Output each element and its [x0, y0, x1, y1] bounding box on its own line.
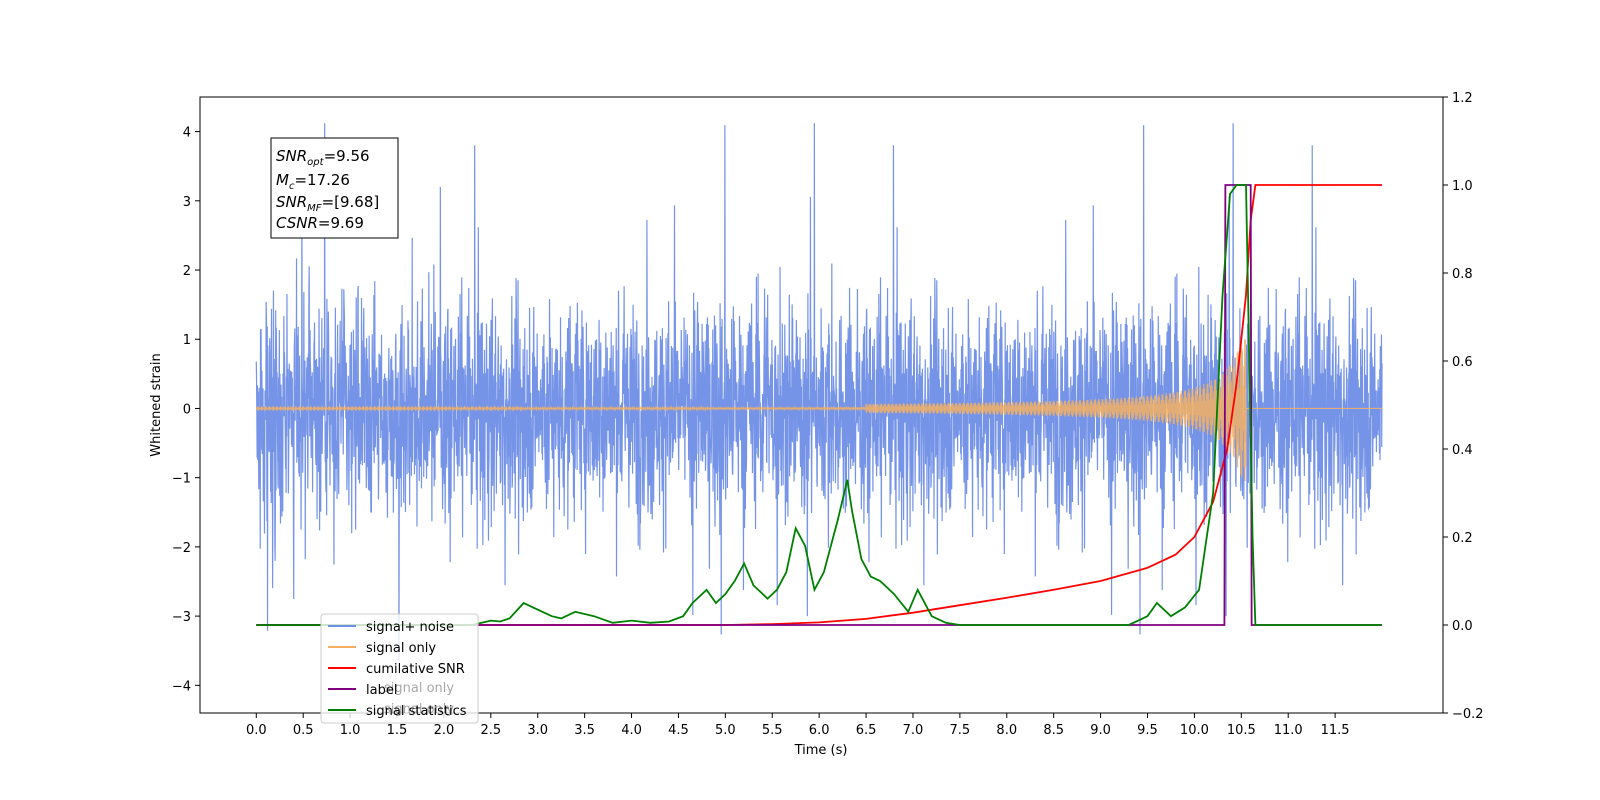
- x-tick-label: 1.0: [340, 723, 361, 738]
- x-tick-label: 10.0: [1180, 723, 1209, 738]
- legend-label-label: label: [366, 683, 397, 698]
- plot-frame: [199, 96, 1444, 714]
- x-tick-label: 6.0: [809, 723, 830, 738]
- y-tick-label: −4: [172, 679, 191, 694]
- legend-ghost-label: signal only: [384, 681, 454, 696]
- y2-tick-label: 0.6: [1452, 355, 1473, 370]
- x-tick-label: 7.0: [903, 723, 924, 738]
- y2-tick-label: −0.2: [1452, 707, 1484, 722]
- x-tick-label: 8.5: [1043, 723, 1064, 738]
- legend-label-signal-noise: signal+ noise: [366, 620, 454, 635]
- legend-label-signal-only: signal only: [366, 641, 436, 656]
- y2-tick-label: 0.2: [1452, 531, 1473, 546]
- x-tick-label: 0.5: [293, 723, 314, 738]
- series-cumulative-snr: [256, 184, 1383, 626]
- y2-tick-label: 1.2: [1452, 91, 1473, 106]
- plot-area: [255, 123, 1383, 662]
- y-tick-label: 0: [183, 402, 191, 417]
- legend-label-cumulative-snr: cumilative SNR: [366, 662, 465, 677]
- mc-annotation: Mc=17.26: [276, 171, 350, 192]
- snr-opt-annotation: SNRopt=9.56: [276, 147, 370, 168]
- axes: 0.0 0.5 1.0 1.5 2.0 2.5 3.0 3.5 4.0 4.5 5.0 5.5 6.0 6…: [172, 91, 1484, 738]
- y-tick-label: −3: [172, 610, 191, 625]
- legend-ghost-label: signal only: [384, 702, 454, 717]
- x-tick-label: 4.5: [668, 723, 689, 738]
- y-tick-label: 1: [183, 333, 191, 348]
- y-tick-label: −2: [172, 541, 191, 556]
- legend-label-signal-statistics: signal statistics: [366, 704, 467, 719]
- x-tick-label: 3.5: [574, 723, 595, 738]
- x-tick-label: 9.5: [1137, 723, 1158, 738]
- y-tick-label: 2: [183, 264, 191, 279]
- y2-tick-label: 0.8: [1452, 267, 1473, 282]
- x-tick-label: 4.0: [621, 723, 642, 738]
- x-tick-label: 10.5: [1227, 723, 1256, 738]
- x-tick-label: 0.0: [246, 723, 267, 738]
- x-tick-label: 5.5: [762, 723, 783, 738]
- legend: signal only signal only signal+ noise si…: [320, 613, 479, 724]
- series-signal-only: [255, 337, 1383, 482]
- series-signal-statistics: [256, 184, 1383, 626]
- snr-mf-annotation: SNRMF=[9.68]: [276, 193, 379, 214]
- x-tick-label: 11.5: [1321, 723, 1350, 738]
- y-tick-label: −1: [172, 472, 191, 487]
- y2-tick-label: 0.4: [1452, 443, 1473, 458]
- y2-tick-label: 1.0: [1452, 179, 1473, 194]
- series-signal-noise: [255, 123, 1383, 662]
- legend-frame: [320, 613, 479, 724]
- stats-annotation-frame: [270, 137, 399, 239]
- y-axis-label: Whitened strain: [149, 353, 164, 456]
- x-tick-label: 1.5: [387, 723, 408, 738]
- y-tick-label: 4: [183, 126, 191, 141]
- x-tick-label: 3.0: [527, 723, 548, 738]
- x-tick-label: 6.5: [856, 723, 877, 738]
- x-tick-label: 2.0: [434, 723, 455, 738]
- x-axis-label: Time (s): [794, 743, 848, 758]
- x-tick-label: 9.0: [1090, 723, 1111, 738]
- x-tick-label: 11.0: [1274, 723, 1303, 738]
- x-tick-label: 2.5: [480, 723, 501, 738]
- csnr-annotation: CSNR=9.69: [276, 214, 364, 232]
- y-tick-label: 3: [183, 195, 191, 210]
- x-tick-label: 8.0: [996, 723, 1017, 738]
- stats-annotation-box: SNRopt=9.56 Mc=17.26 SNRMF=[9.68] CSNR=9…: [270, 137, 399, 239]
- x-tick-label: 7.5: [950, 723, 971, 738]
- y2-tick-label: 0.0: [1452, 619, 1473, 634]
- x-tick-label: 5.0: [715, 723, 736, 738]
